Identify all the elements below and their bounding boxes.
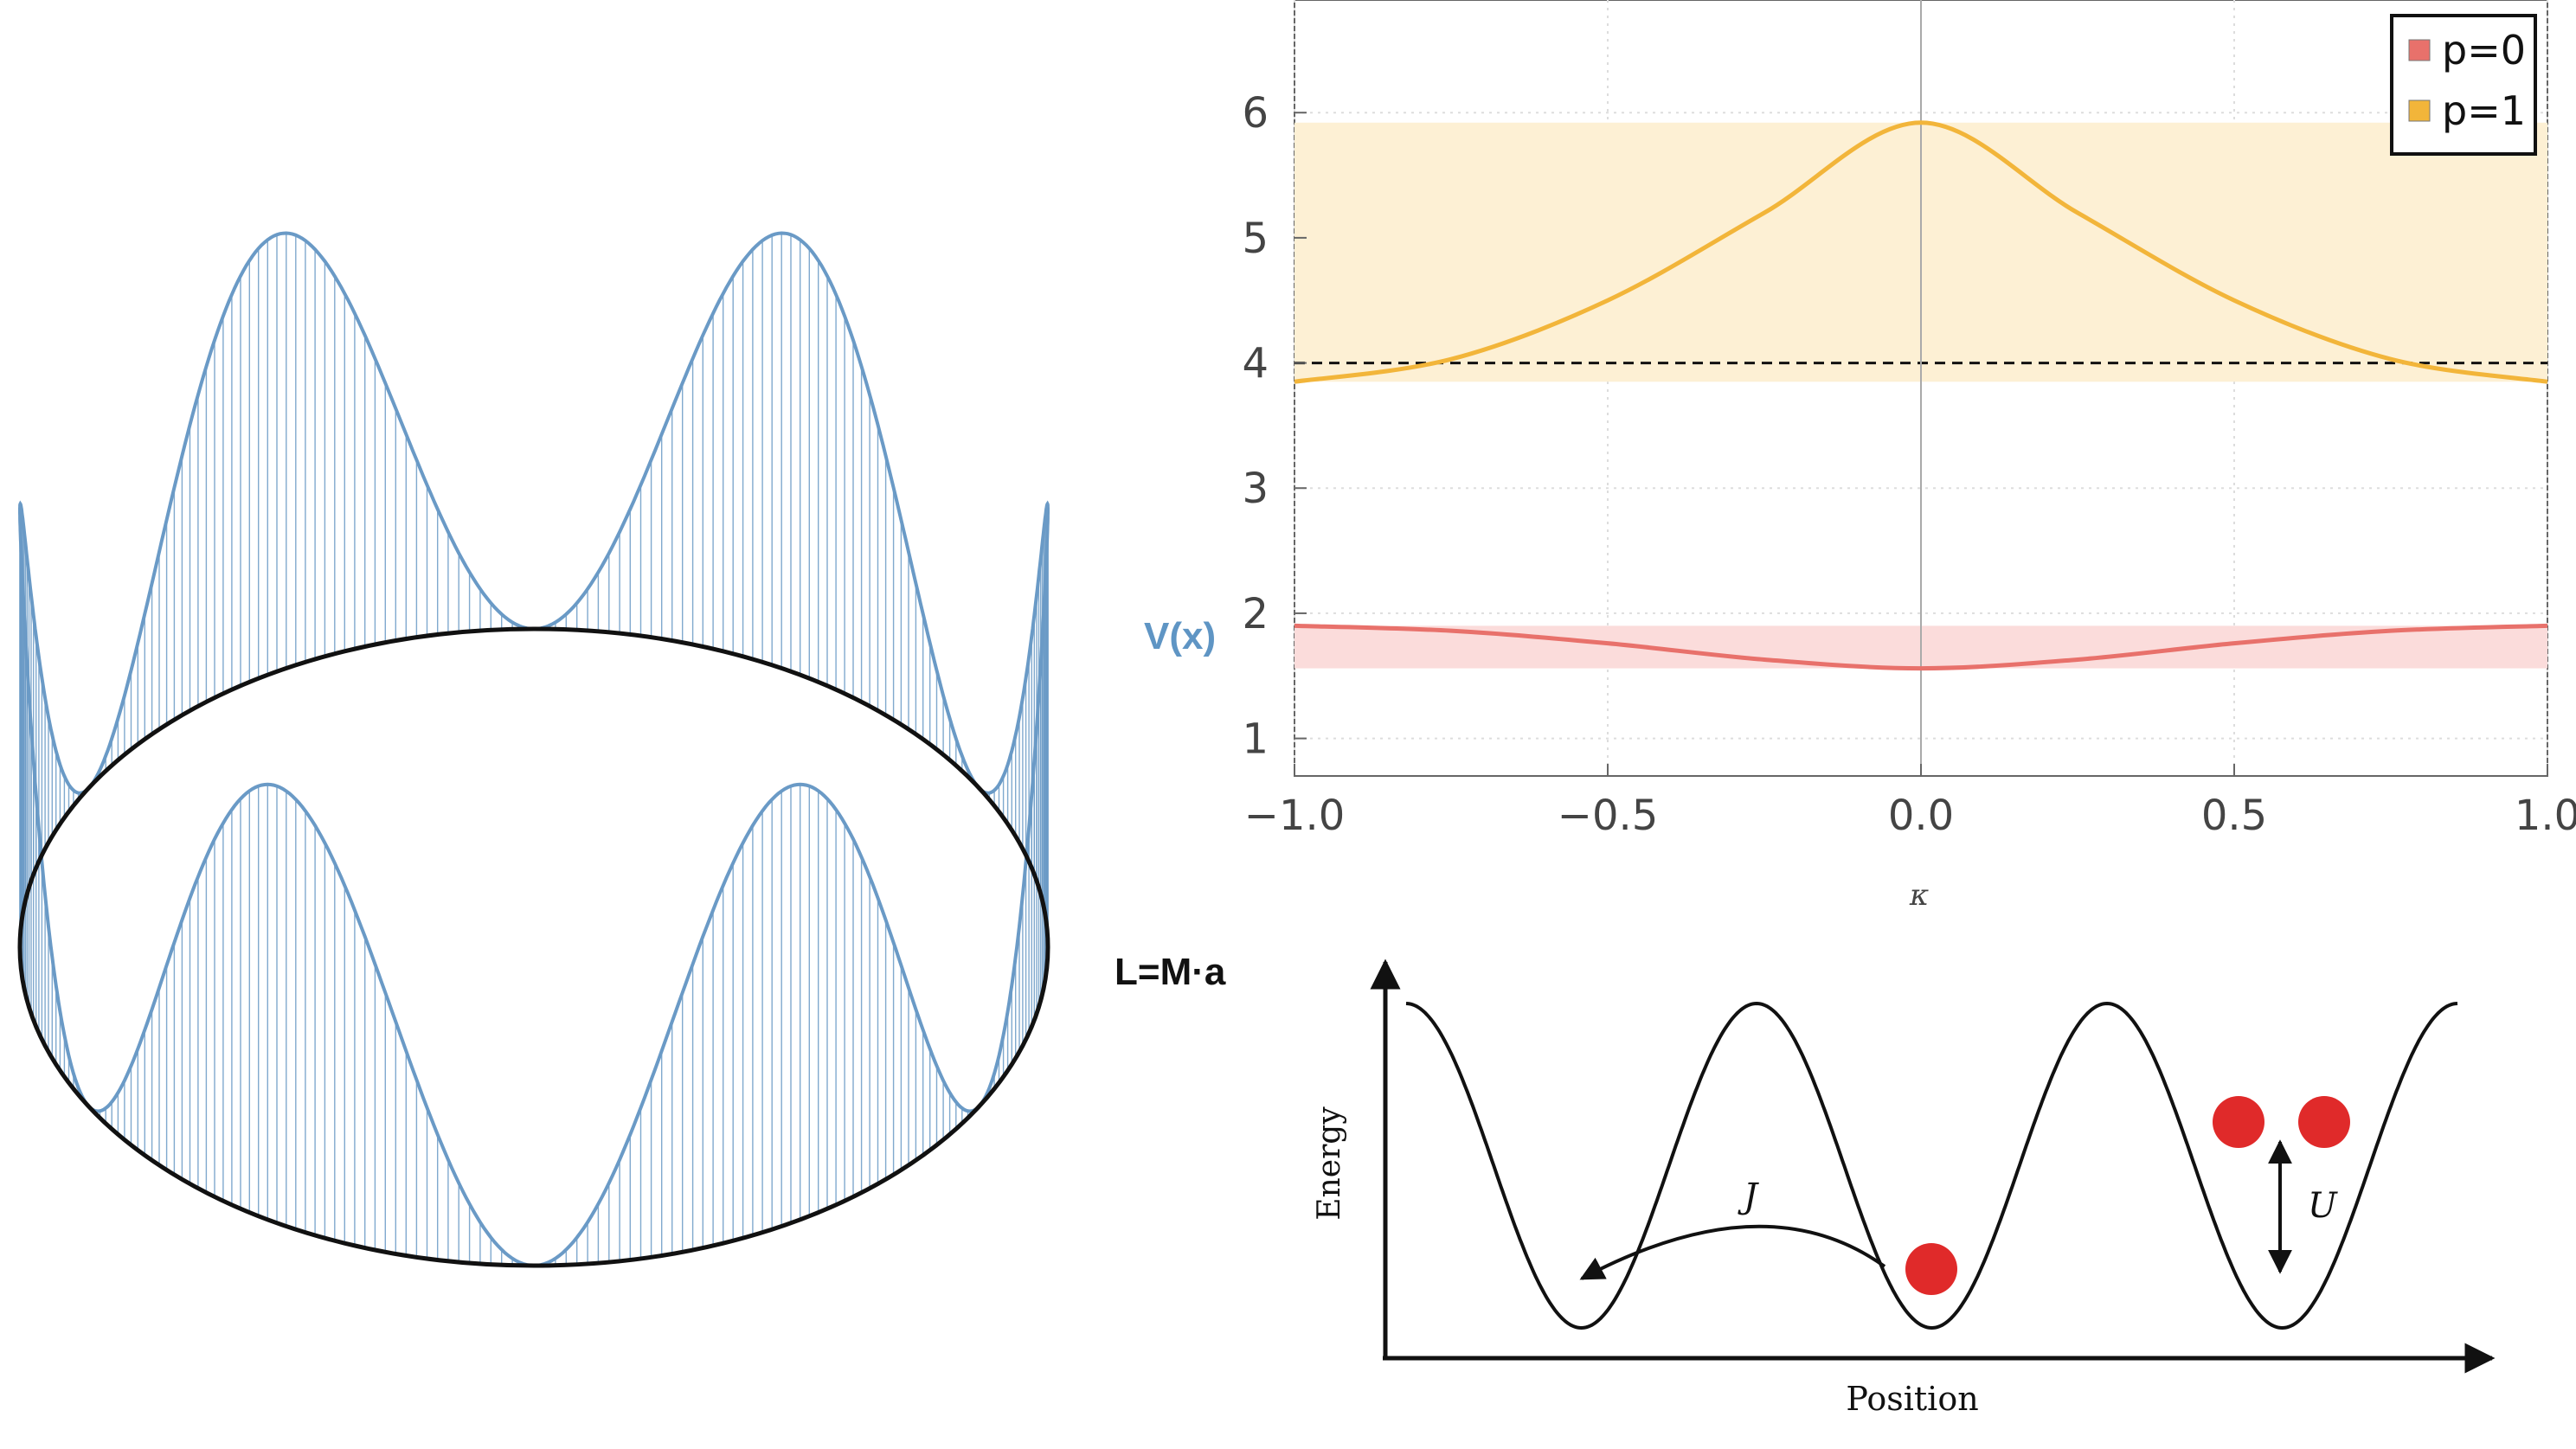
position-axis-label: Position xyxy=(1846,1380,1978,1418)
chart-legend: p=0 p=1 xyxy=(2390,14,2537,156)
band-chart: 1 2 3 4 5 6 −1.0 −0.5 0.0 0.5 1.0 κ p=0 p=1 xyxy=(1242,0,2576,913)
potential-curve-line xyxy=(18,231,1050,1268)
legend-swatch-p0 xyxy=(2408,39,2431,61)
potential-curve xyxy=(18,231,1050,1268)
series-line-p=1 xyxy=(1294,120,2548,384)
lattice-diagram: Energy Position J U xyxy=(1312,959,2496,1418)
x-tick-label: 0.5 xyxy=(2201,792,2267,840)
hopping-label: J xyxy=(1738,1177,1759,1216)
y-tick-label: 6 xyxy=(1242,89,1269,138)
ring-potential-diagram: V(x) L=M·a xyxy=(17,231,1226,1268)
potential-label: V(x) xyxy=(1144,615,1216,657)
x-tick-label: 0.0 xyxy=(1888,792,1954,840)
legend-label-p1: p=1 xyxy=(2442,87,2526,134)
particle-pair-left xyxy=(2213,1096,2264,1148)
y-tick-label: 5 xyxy=(1242,215,1269,263)
x-tick-label: 1.0 xyxy=(2515,792,2576,840)
chart-ticks: 1 2 3 4 5 6 −1.0 −0.5 0.0 0.5 1.0 xyxy=(1242,89,2576,840)
lattice-potential-curve xyxy=(1405,1001,2458,1330)
energy-axis-label: Energy xyxy=(1312,1106,1347,1221)
ring-circle xyxy=(17,626,1050,1268)
y-tick-label: 2 xyxy=(1242,590,1269,638)
chart-series xyxy=(1294,120,2548,671)
potential-stems xyxy=(19,233,1049,1266)
x-axis-label: κ xyxy=(1909,878,1929,913)
x-tick-label: −0.5 xyxy=(1558,792,1659,840)
series-line-p=0 xyxy=(1294,623,2548,671)
legend-box xyxy=(2390,14,2537,156)
particle-hopping xyxy=(1905,1243,1957,1295)
y-tick-label: 4 xyxy=(1242,340,1269,388)
x-tick-label: −1.0 xyxy=(1244,792,1346,840)
y-tick-label: 1 xyxy=(1242,715,1269,764)
hopping-arrow xyxy=(1579,1224,1886,1280)
legend-label-p0: p=0 xyxy=(2442,27,2526,74)
legend-swatch-p1 xyxy=(2408,99,2431,122)
particle-pair-right xyxy=(2298,1096,2350,1148)
y-tick-label: 3 xyxy=(1242,465,1269,513)
interaction-label: U xyxy=(2308,1186,2338,1226)
length-label: L=M·a xyxy=(1115,951,1226,993)
